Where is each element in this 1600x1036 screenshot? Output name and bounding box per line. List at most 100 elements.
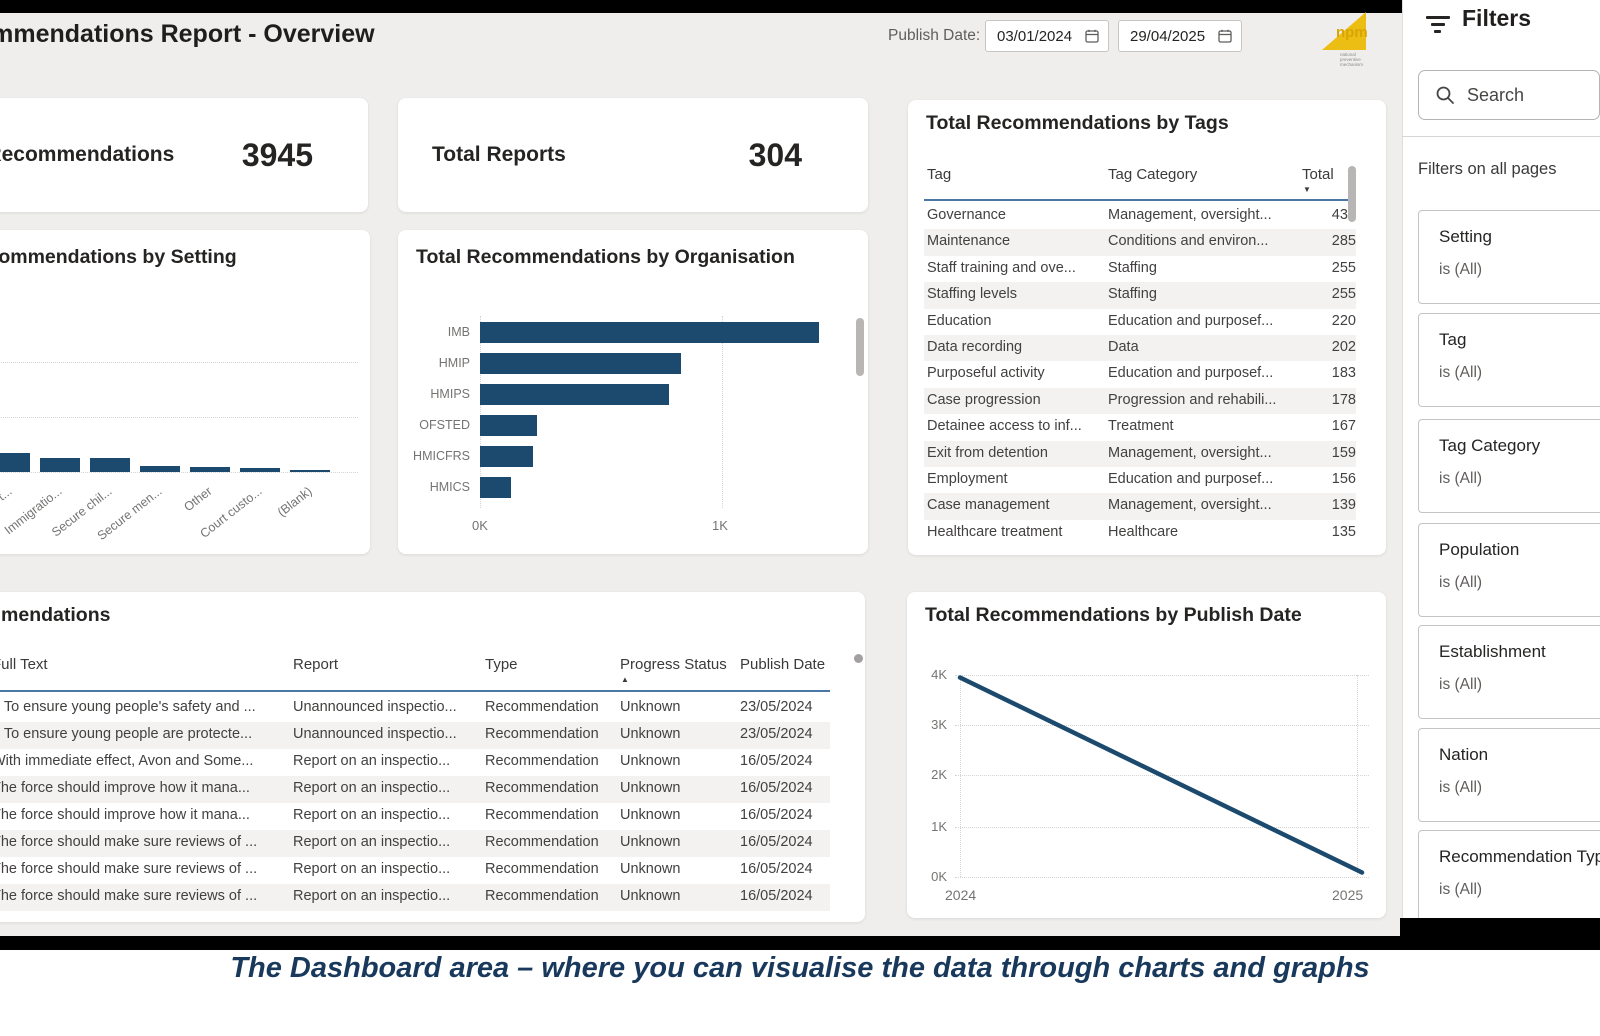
- filter-card-establishment[interactable]: Establishment is (All): [1418, 625, 1600, 719]
- tags-col-header-category[interactable]: Tag Category: [1108, 166, 1198, 183]
- table-row[interactable]: Education Education and purposef... 220: [924, 309, 1356, 335]
- sort-asc-icon[interactable]: ▲: [621, 675, 629, 684]
- org-bar[interactable]: [480, 477, 512, 498]
- recs-col-header-progress[interactable]: Progress Status: [620, 656, 727, 673]
- table-row[interactable]: With immediate effect, Avon and Some... R…: [0, 749, 830, 776]
- table-row[interactable]: The force should make sure reviews of ..…: [0, 857, 830, 884]
- recs-col-header-report[interactable]: Report: [293, 656, 339, 673]
- setting-bar[interactable]: [140, 465, 180, 472]
- y-tick-label: 2K: [931, 767, 947, 782]
- gridline: [955, 827, 1369, 828]
- filter-condition: is (All): [1439, 364, 1483, 381]
- setting-bar[interactable]: [290, 470, 330, 472]
- filter-condition: is (All): [1439, 261, 1483, 278]
- filter-card-population[interactable]: Population is (All): [1418, 523, 1600, 617]
- setting-bar[interactable]: [240, 467, 280, 472]
- date-to-input[interactable]: 29/04/2025: [1118, 20, 1242, 52]
- type-cell: Recommendation: [485, 699, 599, 715]
- filter-card-nation[interactable]: Nation is (All): [1418, 728, 1600, 822]
- calendar-icon[interactable]: [1085, 29, 1099, 43]
- calendar-icon[interactable]: [1218, 29, 1232, 43]
- table-row[interactable]: Case management Management, oversight... 1…: [924, 493, 1356, 520]
- table-row[interactable]: The force should improve how it mana... R…: [0, 803, 830, 830]
- org-bar[interactable]: [480, 322, 819, 343]
- table-row[interactable]: 2 To ensure young people are protecte...…: [0, 722, 830, 749]
- tag-cell: Staffing levels: [927, 286, 1018, 303]
- table-row[interactable]: Governance Management, oversight... 438: [924, 203, 1356, 229]
- table-row[interactable]: Exit from detention Management, oversight…: [924, 440, 1356, 467]
- total-cell: 139: [1331, 497, 1356, 514]
- org-bar[interactable]: [480, 446, 534, 467]
- tags-table-scrollbar[interactable]: [1348, 166, 1356, 222]
- recs-table-scrollbar[interactable]: [854, 654, 863, 663]
- filter-card-tag-category[interactable]: Tag Category is (All): [1418, 419, 1600, 513]
- date-to-value[interactable]: 29/04/2025: [1130, 27, 1206, 45]
- type-cell: Recommendation: [485, 753, 599, 769]
- filter-condition: is (All): [1439, 779, 1483, 796]
- sort-desc-icon[interactable]: ▼: [1303, 185, 1311, 194]
- caption: The Dashboard area – where you can visua…: [230, 952, 1370, 984]
- publish-date-cell: 16/05/2024: [740, 780, 813, 796]
- tag-cell: Purposeful activity: [927, 365, 1045, 382]
- filter-funnel-icon: [1431, 23, 1445, 26]
- setting-bar[interactable]: [0, 453, 30, 472]
- x-tick-2024: 2024: [945, 887, 977, 903]
- gridline: [480, 316, 481, 508]
- filter-funnel-icon: [1434, 30, 1441, 33]
- recs-col-header-type[interactable]: Type: [485, 656, 518, 673]
- org-bar[interactable]: [480, 384, 669, 405]
- line-series[interactable]: [907, 592, 1386, 918]
- search-placeholder: Search: [1467, 84, 1525, 105]
- filter-field-label: Population: [1439, 540, 1520, 559]
- table-row[interactable]: Maintenance Conditions and environ... 285: [924, 229, 1356, 256]
- fulltext-cell: 1 To ensure young people's safety and ..…: [0, 699, 256, 715]
- y-tick-label: 0K: [931, 869, 947, 884]
- npm-logo-subtext: national preventive mechanism: [1340, 52, 1364, 67]
- fulltext-cell: The force should make sure reviews of ..…: [0, 888, 258, 904]
- tag-cell: Education: [927, 312, 992, 329]
- setting-bar[interactable]: [40, 457, 80, 472]
- tags-col-header-total[interactable]: Total: [1302, 166, 1334, 183]
- tag-category-cell: Healthcare: [1108, 523, 1179, 540]
- total-cell: 255: [1331, 286, 1356, 303]
- table-row[interactable]: Data recording Data 202: [924, 335, 1356, 362]
- recs-col-header-publishdate[interactable]: Publish Date: [740, 656, 826, 673]
- table-row[interactable]: Purposeful activity Education and purpose…: [924, 361, 1356, 387]
- date-from-value[interactable]: 03/01/2024: [997, 27, 1073, 45]
- filter-card-recommendation-type[interactable]: Recommendation Type is (All): [1418, 830, 1600, 924]
- report-cell: Report on an inspectio...: [293, 888, 451, 904]
- filters-panel-title: Filters: [1462, 5, 1532, 31]
- date-from-input[interactable]: 03/01/2024: [985, 20, 1109, 52]
- org-chart-scrollbar[interactable]: [856, 318, 864, 376]
- table-row[interactable]: 1 To ensure young people's safety and ..…: [0, 695, 830, 722]
- table-row[interactable]: Staffing levels Staffing 255: [924, 282, 1356, 309]
- table-row[interactable]: Detainee access to inf... Treatment 167: [924, 414, 1356, 440]
- filter-card-tag[interactable]: Tag is (All): [1418, 313, 1600, 407]
- filter-card-setting[interactable]: Setting is (All): [1418, 210, 1600, 304]
- filter-condition: is (All): [1439, 676, 1483, 693]
- report-cell: Unannounced inspectio...: [293, 726, 457, 742]
- tags-col-header-tag[interactable]: Tag: [927, 166, 952, 183]
- table-row[interactable]: The force should improve how it mana... R…: [0, 776, 830, 803]
- setting-bar[interactable]: [190, 466, 230, 472]
- table-row[interactable]: The force should make sure reviews of ..…: [0, 884, 830, 911]
- setting-bar[interactable]: [90, 458, 130, 472]
- tag-category-cell: Staffing: [1108, 259, 1157, 276]
- org-bar[interactable]: [480, 353, 681, 374]
- table-row[interactable]: Staff training and ove... Staffing 255: [924, 256, 1356, 282]
- progress-status-cell: Unknown: [620, 807, 681, 823]
- report-cell: Report on an inspectio...: [293, 807, 451, 823]
- table-row[interactable]: Healthcare treatment Healthcare 135: [924, 520, 1356, 546]
- recs-col-header-fulltext[interactable]: Full Text: [0, 656, 48, 673]
- gridline: [0, 417, 358, 418]
- table-row[interactable]: The force should make sure reviews of ..…: [0, 830, 830, 857]
- header-divider: [0, 690, 830, 692]
- filters-search-input[interactable]: Search: [1418, 70, 1600, 120]
- y-tick-label: 4K: [931, 667, 947, 682]
- org-bar[interactable]: [480, 415, 537, 436]
- filters-section-label: Filters on all pages: [1418, 160, 1557, 178]
- gridline: [955, 725, 1369, 726]
- table-row[interactable]: Case progression Progression and rehabili…: [924, 387, 1356, 415]
- gridline: [955, 675, 1369, 676]
- table-row[interactable]: Employment Education and purposef... 156: [924, 467, 1356, 493]
